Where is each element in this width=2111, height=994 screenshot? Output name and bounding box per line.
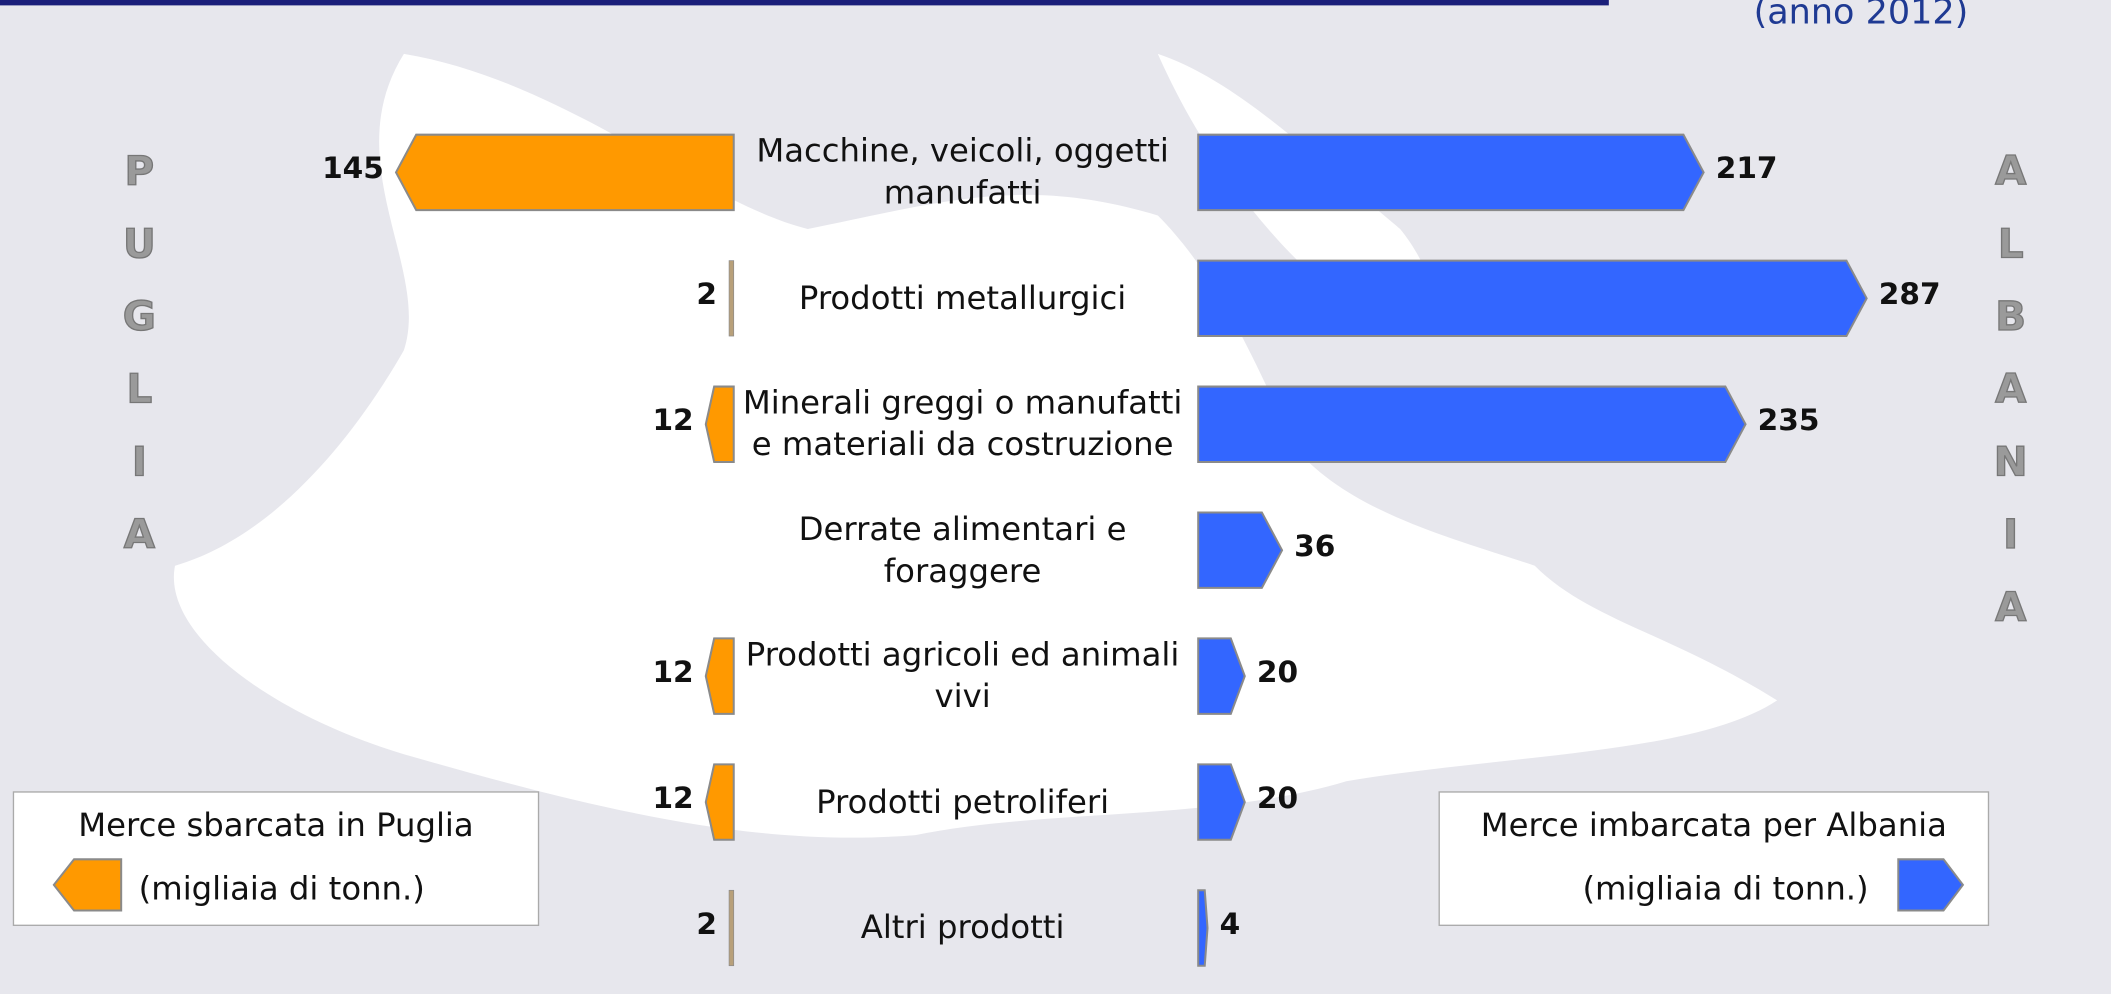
bar [394, 133, 735, 212]
bar [728, 260, 735, 337]
bar [1197, 133, 1705, 212]
category-label: Prodotti metallurgici [798, 278, 1127, 317]
value-label: 20 [1257, 655, 1298, 689]
legend-unit: (migliaia di tonn.) [139, 869, 425, 907]
bar [1197, 889, 1209, 967]
bar [704, 637, 735, 715]
bar [1197, 637, 1246, 715]
map-sea [173, 53, 1778, 838]
subtitle: (anno 2012) [1754, 0, 1969, 32]
value-label: 2 [696, 907, 717, 941]
legend-unit: (migliaia di tonn.) [1582, 869, 1868, 907]
value-label: 2 [696, 277, 717, 311]
bar [1197, 763, 1246, 841]
category-label: Macchine, veicoli, oggetti manufatti [756, 131, 1169, 212]
category-label: Altri prodotti [860, 908, 1065, 947]
value-label: 20 [1257, 781, 1298, 815]
value-label: 145 [322, 151, 384, 185]
value-label: 235 [1758, 403, 1820, 437]
bar [1197, 259, 1868, 338]
legend-label: Merce sbarcata in Puglia [78, 806, 473, 844]
value-label: 12 [652, 655, 693, 689]
value-label: 217 [1716, 151, 1778, 185]
side-label: PUGLIA [115, 147, 163, 585]
category-label: Prodotti agricoli ed animali vivi [745, 635, 1180, 716]
side-label: ALBANIA [1986, 147, 2035, 658]
value-label: 4 [1220, 907, 1241, 941]
legend-swatch [1897, 858, 1965, 912]
value-label: 12 [652, 403, 693, 437]
legend-swatch [52, 858, 123, 912]
category-label: Derrate alimentari e foraggere [798, 509, 1127, 590]
value-label: 12 [652, 781, 693, 815]
bar [1197, 511, 1284, 589]
bar [704, 385, 735, 463]
title-bar [0, 0, 1609, 6]
bar [1197, 385, 1747, 463]
category-label: Minerali greggi o manufatti e materiali … [742, 383, 1183, 464]
legend-label: Merce imbarcata per Albania [1481, 806, 1947, 844]
value-label: 287 [1879, 277, 1941, 311]
value-label: 36 [1294, 529, 1335, 563]
bar [728, 889, 735, 967]
category-label: Prodotti petroliferi [816, 782, 1110, 821]
bar [704, 763, 735, 841]
legend-box [1438, 791, 1990, 926]
